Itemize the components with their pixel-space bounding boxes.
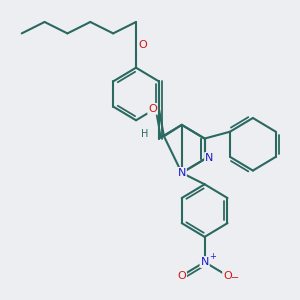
Text: +: + — [209, 252, 216, 261]
Text: N: N — [178, 168, 186, 178]
Text: O: O — [177, 271, 186, 281]
Text: N: N — [205, 153, 213, 163]
Text: −: − — [231, 273, 239, 283]
Text: O: O — [223, 271, 232, 281]
Text: N: N — [200, 257, 209, 267]
Text: O: O — [148, 104, 157, 114]
Text: H: H — [141, 129, 148, 139]
Text: O: O — [138, 40, 147, 50]
